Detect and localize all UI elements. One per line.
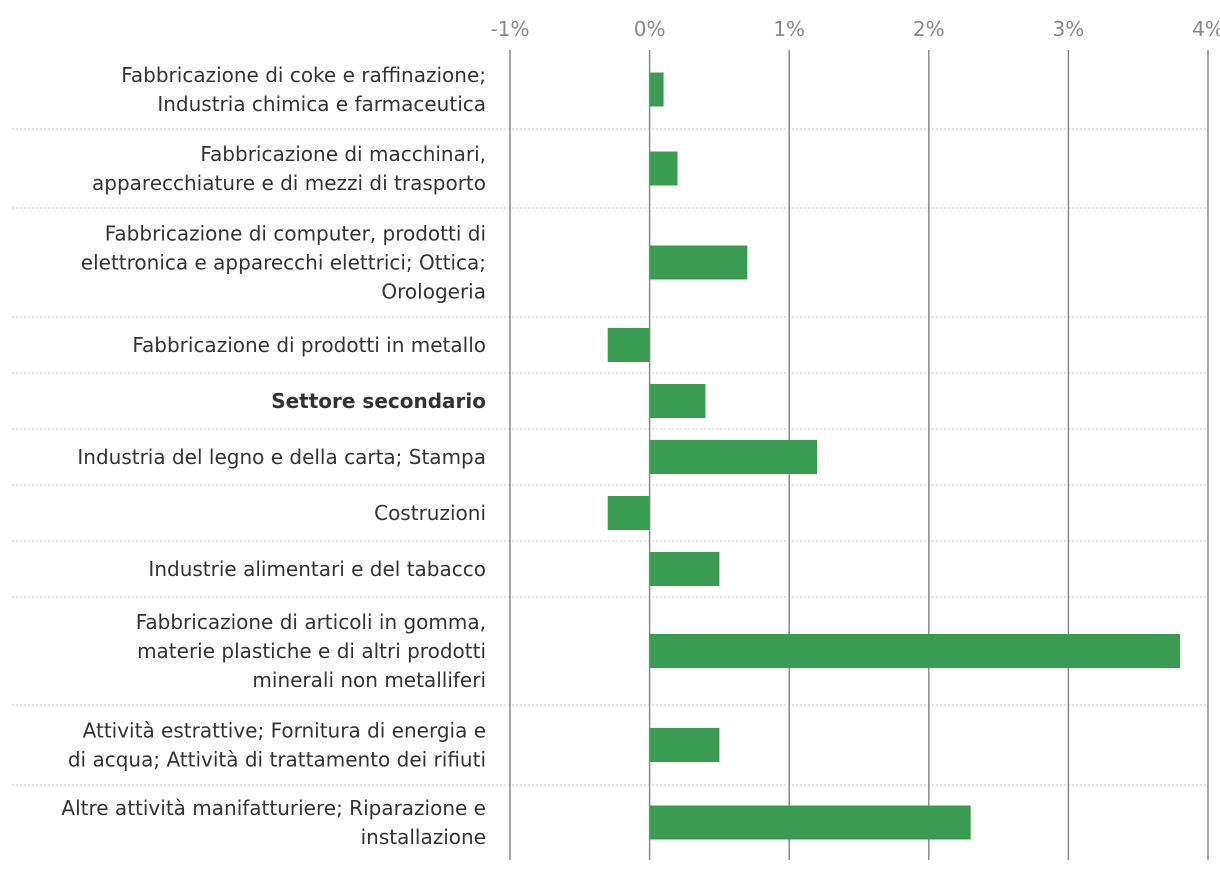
category-label: Attività estrattive; Fornitura di energi… <box>68 719 486 772</box>
x-tick-label: 3% <box>1053 17 1085 41</box>
bar <box>649 552 720 586</box>
category-label-line: apparecchiature e di mezzi di trasporto <box>92 171 486 195</box>
category-label: Fabbricazione di macchinari, apparecchiat… <box>92 142 486 195</box>
category-label: Fabbricazione di articoli in gomma, mater… <box>136 610 486 692</box>
x-tick-label: -1% <box>491 17 530 41</box>
bar <box>607 496 650 530</box>
x-tick-label: 2% <box>913 17 945 41</box>
category-label: Settore secondario <box>271 389 486 413</box>
category-label-line: materie plastiche e di altri prodotti <box>137 639 486 663</box>
bar <box>649 245 748 280</box>
category-label: Costruzioni <box>374 501 486 525</box>
category-label-line: Fabbricazione di prodotti in metallo <box>132 333 486 357</box>
bar <box>649 72 664 107</box>
x-axis-ticks: -1% 0% 1% 2% 3% 4% <box>491 17 1220 41</box>
bar <box>649 151 678 186</box>
category-label-line: installazione <box>361 825 486 849</box>
x-tick-label: 1% <box>773 17 805 41</box>
category-label-line: Fabbricazione di coke e raffinazione; <box>121 63 486 87</box>
category-label-line: Costruzioni <box>374 501 486 525</box>
category-label: Altre attività manifatturiere; Riparazio… <box>61 796 486 849</box>
bar <box>649 634 1181 668</box>
bar <box>649 440 818 474</box>
category-label-line: minerali non metalliferi <box>252 668 486 692</box>
category-label-line: elettronica e apparecchi elettrici; Otti… <box>81 251 486 275</box>
category-label: Industria del legno e della carta; Stamp… <box>77 445 486 469</box>
category-label: Fabbricazione di computer, prodotti di el… <box>81 222 486 304</box>
x-tick-label: 4% <box>1192 17 1220 41</box>
bar <box>607 328 650 362</box>
category-label: Fabbricazione di prodotti in metallo <box>132 333 486 357</box>
category-label: Industrie alimentari e del tabacco <box>148 557 486 581</box>
bar <box>649 805 971 840</box>
category-label: Fabbricazione di coke e raffinazione; Ind… <box>121 63 486 116</box>
category-label-line: Industrie alimentari e del tabacco <box>148 557 486 581</box>
category-labels: Fabbricazione di coke e raffinazione; Ind… <box>61 63 486 849</box>
bars <box>607 72 1181 840</box>
bar <box>649 728 720 762</box>
category-label-line: Orologeria <box>381 280 486 304</box>
row-separators <box>12 128 1208 786</box>
bar <box>649 384 706 418</box>
gridlines <box>509 50 1209 860</box>
category-label-line: Industria del legno e della carta; Stamp… <box>77 445 486 469</box>
category-label-line: Settore secondario <box>271 389 486 413</box>
category-label-line: Fabbricazione di articoli in gomma, <box>136 610 486 634</box>
category-label-line: Altre attività manifatturiere; Riparazio… <box>61 796 486 820</box>
category-label-line: Industria chimica e farmaceutica <box>157 92 486 116</box>
category-label-line: Attività estrattive; Fornitura di energi… <box>83 719 486 743</box>
x-tick-label: 0% <box>634 17 666 41</box>
category-label-line: di acqua; Attività di trattamento dei ri… <box>68 748 486 772</box>
category-label-line: Fabbricazione di macchinari, <box>200 142 486 166</box>
category-label-line: Fabbricazione di computer, prodotti di <box>105 222 486 246</box>
